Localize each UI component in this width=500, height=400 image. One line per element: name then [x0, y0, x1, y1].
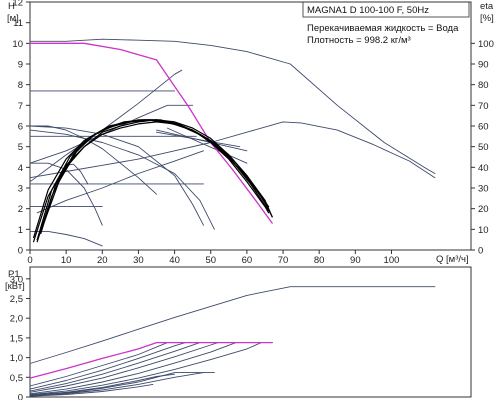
- flow-x-tick-label: 0: [27, 255, 32, 266]
- head-curve-line: [29, 69, 183, 183]
- head-y-tick-label: 3: [18, 184, 23, 195]
- head-curve-line: [166, 127, 248, 164]
- head-y-tick-label: 11: [13, 18, 23, 29]
- fluid-info: Перекачиваемая жидкость = Вода: [307, 23, 459, 34]
- pump-model-title: MAGNA1 D 100-100 F, 50Hz: [307, 5, 429, 16]
- flow-axis-label: Q [м³/ч]: [436, 254, 469, 265]
- density-info: Плотность = 998.2 кг/м³: [307, 35, 411, 46]
- head-curve-line: [29, 125, 157, 195]
- head-curve-line: [29, 38, 436, 174]
- efficiency-y-tick-label: 10: [478, 225, 489, 236]
- flow-x-tick-label: 60: [242, 255, 253, 266]
- efficiency-y-tick-label: 100: [478, 39, 494, 50]
- flow-x-tick-label: 50: [205, 255, 216, 266]
- head-curve-line: [29, 121, 436, 179]
- head-y-tick-label: 4: [18, 163, 23, 174]
- head-y-tick-label: 8: [18, 80, 23, 91]
- head-y-tick-label: 7: [18, 101, 23, 112]
- head-efficiency-line: [33, 119, 273, 239]
- head-efficiency-line: [33, 121, 273, 243]
- power-curve-line: [29, 373, 176, 396]
- power-curve-line: [29, 389, 103, 396]
- head-curve-line: [36, 150, 204, 214]
- flow-x-tick-label: 40: [169, 255, 180, 266]
- efficiency-y-tick-label: 70: [478, 101, 489, 112]
- efficiency-y-tick-label: 80: [478, 80, 489, 91]
- power-curve-line: [29, 342, 273, 395]
- power-y-tick-label: 1,0: [10, 353, 23, 364]
- efficiency-y-tick-label: 30: [478, 184, 489, 195]
- head-curve-line: [29, 125, 204, 226]
- head-y-tick-label: 1: [18, 225, 23, 236]
- power-highlight-line: [29, 341, 273, 379]
- flow-x-tick-label: 70: [278, 255, 289, 266]
- power-curve-line: [29, 342, 262, 396]
- flow-x-tick-label: 100: [384, 255, 400, 266]
- flow-x-tick-label: 90: [350, 255, 361, 266]
- head-efficiency-line: [40, 119, 270, 232]
- head-y-tick-label: 12: [12, 0, 23, 9]
- flow-x-tick-label: 30: [133, 255, 144, 266]
- efficiency-y-tick-label: 90: [478, 60, 489, 71]
- head-efficiency-line: [36, 119, 270, 241]
- power-plot-frame: [29, 266, 472, 398]
- head-y-tick-label: 10: [12, 39, 23, 50]
- efficiency-axis-label: eta: [480, 1, 494, 12]
- efficiency-y-tick-label: 60: [478, 122, 489, 133]
- head-highlight-line: [29, 42, 273, 224]
- head-y-tick-label: 2: [18, 204, 23, 215]
- head-y-tick-label: 6: [18, 122, 23, 133]
- flow-x-tick-label: 10: [61, 255, 72, 266]
- flow-x-tick-label: 80: [314, 255, 325, 266]
- efficiency-y-tick-label: 50: [478, 142, 489, 153]
- head-curve-line: [29, 129, 215, 230]
- power-curve-line: [29, 372, 204, 397]
- head-y-tick-label: 0: [18, 246, 23, 257]
- power-y-tick-label: 2,5: [10, 294, 23, 305]
- head-curve-line: [29, 162, 103, 226]
- power-curve-line: [29, 383, 154, 397]
- head-y-tick-label: 5: [18, 142, 23, 153]
- head-axis-label: H: [8, 1, 15, 12]
- flow-x-tick-label: 20: [97, 255, 108, 266]
- power-y-tick-label: 1,5: [10, 333, 23, 344]
- head-efficiency-line: [36, 119, 270, 243]
- power-curve-line: [29, 342, 273, 392]
- efficiency-y-tick-label: 0: [478, 246, 483, 257]
- power-y-tick-label: 3,0: [10, 274, 23, 285]
- power-y-tick-label: 2,0: [10, 314, 23, 325]
- efficiency-y-tick-label: 40: [478, 163, 489, 174]
- head-efficiency-line: [40, 119, 270, 235]
- power-axis-unit: [кВт]: [5, 281, 25, 292]
- power-y-tick-label: 0,5: [10, 373, 23, 384]
- power-chart: 0 0,5 1,0 1,5 2,0 2,5 3,0: [10, 266, 472, 400]
- head-y-tick-label: 9: [18, 60, 23, 71]
- power-curve-line: [29, 286, 436, 364]
- head-axis-unit: [м]: [7, 13, 19, 24]
- efficiency-y-tick-label: 20: [478, 204, 489, 215]
- power-y-tick-label: 0: [18, 393, 23, 400]
- efficiency-axis-unit: [%]: [480, 13, 494, 24]
- power-axis-label: P1: [8, 269, 20, 280]
- head-curve-line: [156, 131, 241, 148]
